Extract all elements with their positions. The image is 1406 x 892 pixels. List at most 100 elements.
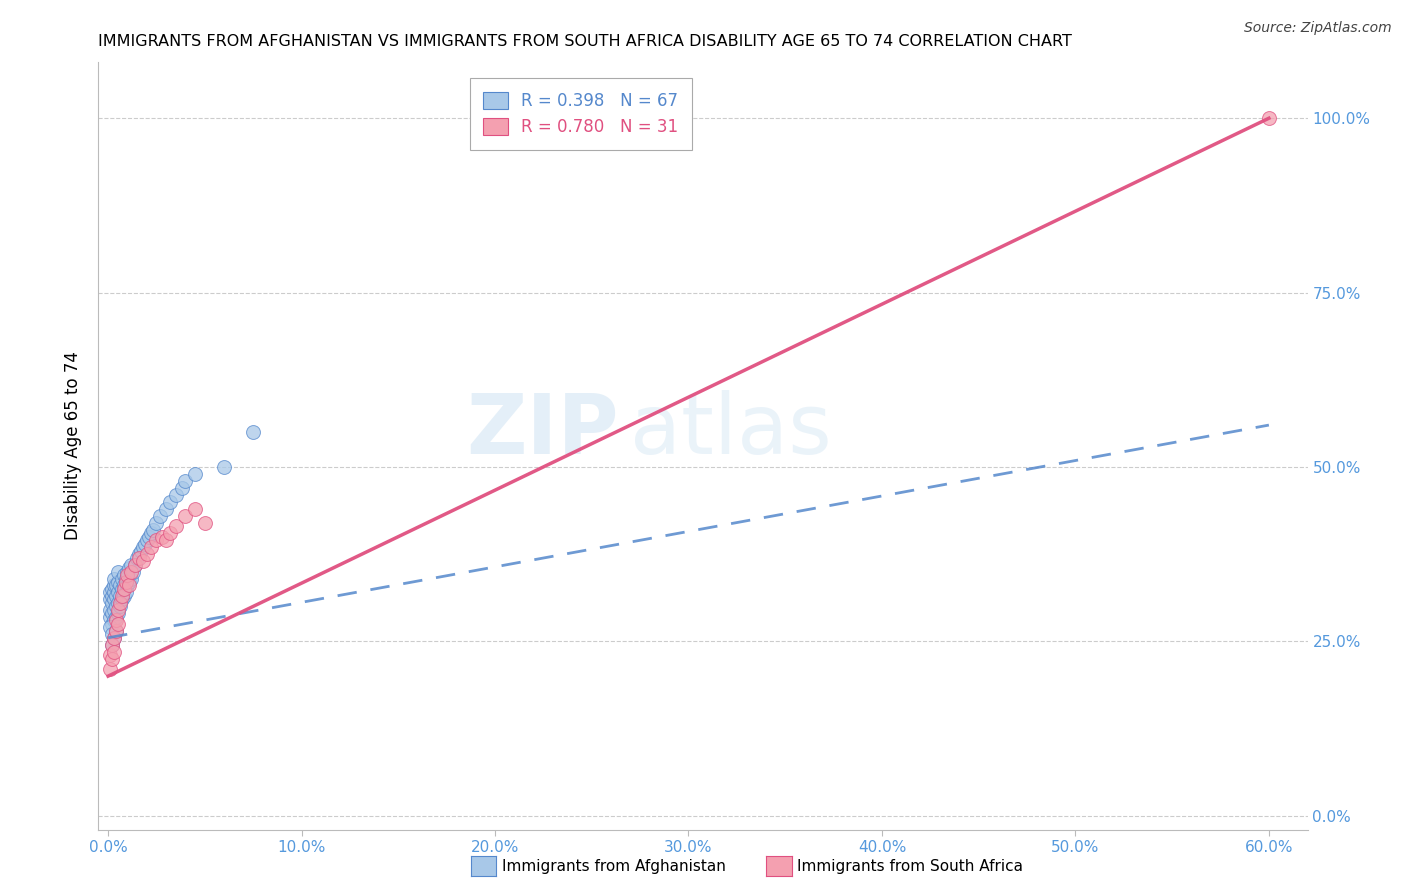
Point [111,592,134,607]
Point [142,523,165,537]
Point [118,578,141,592]
Point [101,589,124,603]
Point [118,574,141,589]
Legend: R = 0.398   N = 67, R = 0.780   N = 31: R = 0.398 N = 67, R = 0.780 N = 31 [470,78,692,150]
Point [98,585,121,599]
Point [101,638,124,652]
Point [103,645,125,659]
Point [108,596,131,610]
Point [134,536,156,550]
Point [112,589,135,603]
Point [104,610,127,624]
Point [103,578,125,592]
Text: Source: ZipAtlas.com: Source: ZipAtlas.com [1244,21,1392,35]
Point [1257,112,1279,126]
Point [112,578,135,592]
Point [108,589,131,603]
Point [124,558,146,572]
Point [112,568,135,582]
Y-axis label: Disability Age 65 to 74: Disability Age 65 to 74 [65,351,83,541]
Point [139,526,162,541]
Point [111,582,134,596]
Point [101,582,124,596]
Point [111,572,134,586]
Point [107,596,129,610]
Point [104,589,127,603]
Point [155,501,177,516]
Point [107,585,129,599]
Point [127,550,149,565]
Point [103,603,125,617]
Point [114,572,136,586]
Point [107,616,129,631]
Point [108,599,131,614]
Point [117,565,139,579]
Point [112,582,135,596]
Point [170,481,193,495]
Point [132,554,155,568]
Point [212,459,235,474]
Point [120,565,142,579]
Point [98,648,121,663]
Point [107,565,129,579]
Point [149,508,172,523]
Point [128,550,150,565]
Point [194,516,217,530]
Point [120,572,142,586]
Point [104,624,127,638]
Point [174,474,197,488]
Point [107,607,129,621]
Point [111,589,134,603]
Point [139,540,162,554]
Point [103,585,125,599]
Point [117,578,139,592]
Point [124,558,146,572]
Point [101,627,124,641]
Text: IMMIGRANTS FROM AFGHANISTAN VS IMMIGRANTS FROM SOUTH AFRICA DISABILITY AGE 65 TO: IMMIGRANTS FROM AFGHANISTAN VS IMMIGRANT… [98,34,1073,49]
Text: Immigrants from Afghanistan: Immigrants from Afghanistan [502,859,725,873]
Point [145,516,167,530]
Text: Immigrants from South Africa: Immigrants from South Africa [797,859,1024,873]
Point [184,501,207,516]
Point [104,578,127,592]
Point [101,596,124,610]
Point [129,543,152,558]
Point [184,467,207,481]
Point [135,533,157,548]
Point [150,530,173,544]
Point [120,558,142,572]
Point [104,613,127,627]
Point [107,574,129,589]
Point [138,530,160,544]
Point [108,578,131,592]
Point [103,631,125,645]
Point [145,533,167,548]
Text: atlas: atlas [630,390,832,471]
Point [98,662,121,676]
Point [165,488,187,502]
Point [98,592,121,607]
Point [118,561,141,575]
Point [98,610,121,624]
Point [98,603,121,617]
Point [114,585,136,599]
Point [101,638,124,652]
Point [117,568,139,582]
Point [122,565,145,579]
Point [159,526,181,541]
Point [174,508,197,523]
Point [132,540,155,554]
Point [242,425,264,439]
Point [165,519,187,533]
Point [128,547,150,561]
Point [101,651,124,665]
Point [107,603,129,617]
Point [135,547,157,561]
Point [104,624,127,638]
Point [101,607,124,621]
Point [114,574,136,589]
Point [101,616,124,631]
Text: ZIP: ZIP [465,390,619,471]
Point [104,599,127,614]
Point [103,631,125,645]
